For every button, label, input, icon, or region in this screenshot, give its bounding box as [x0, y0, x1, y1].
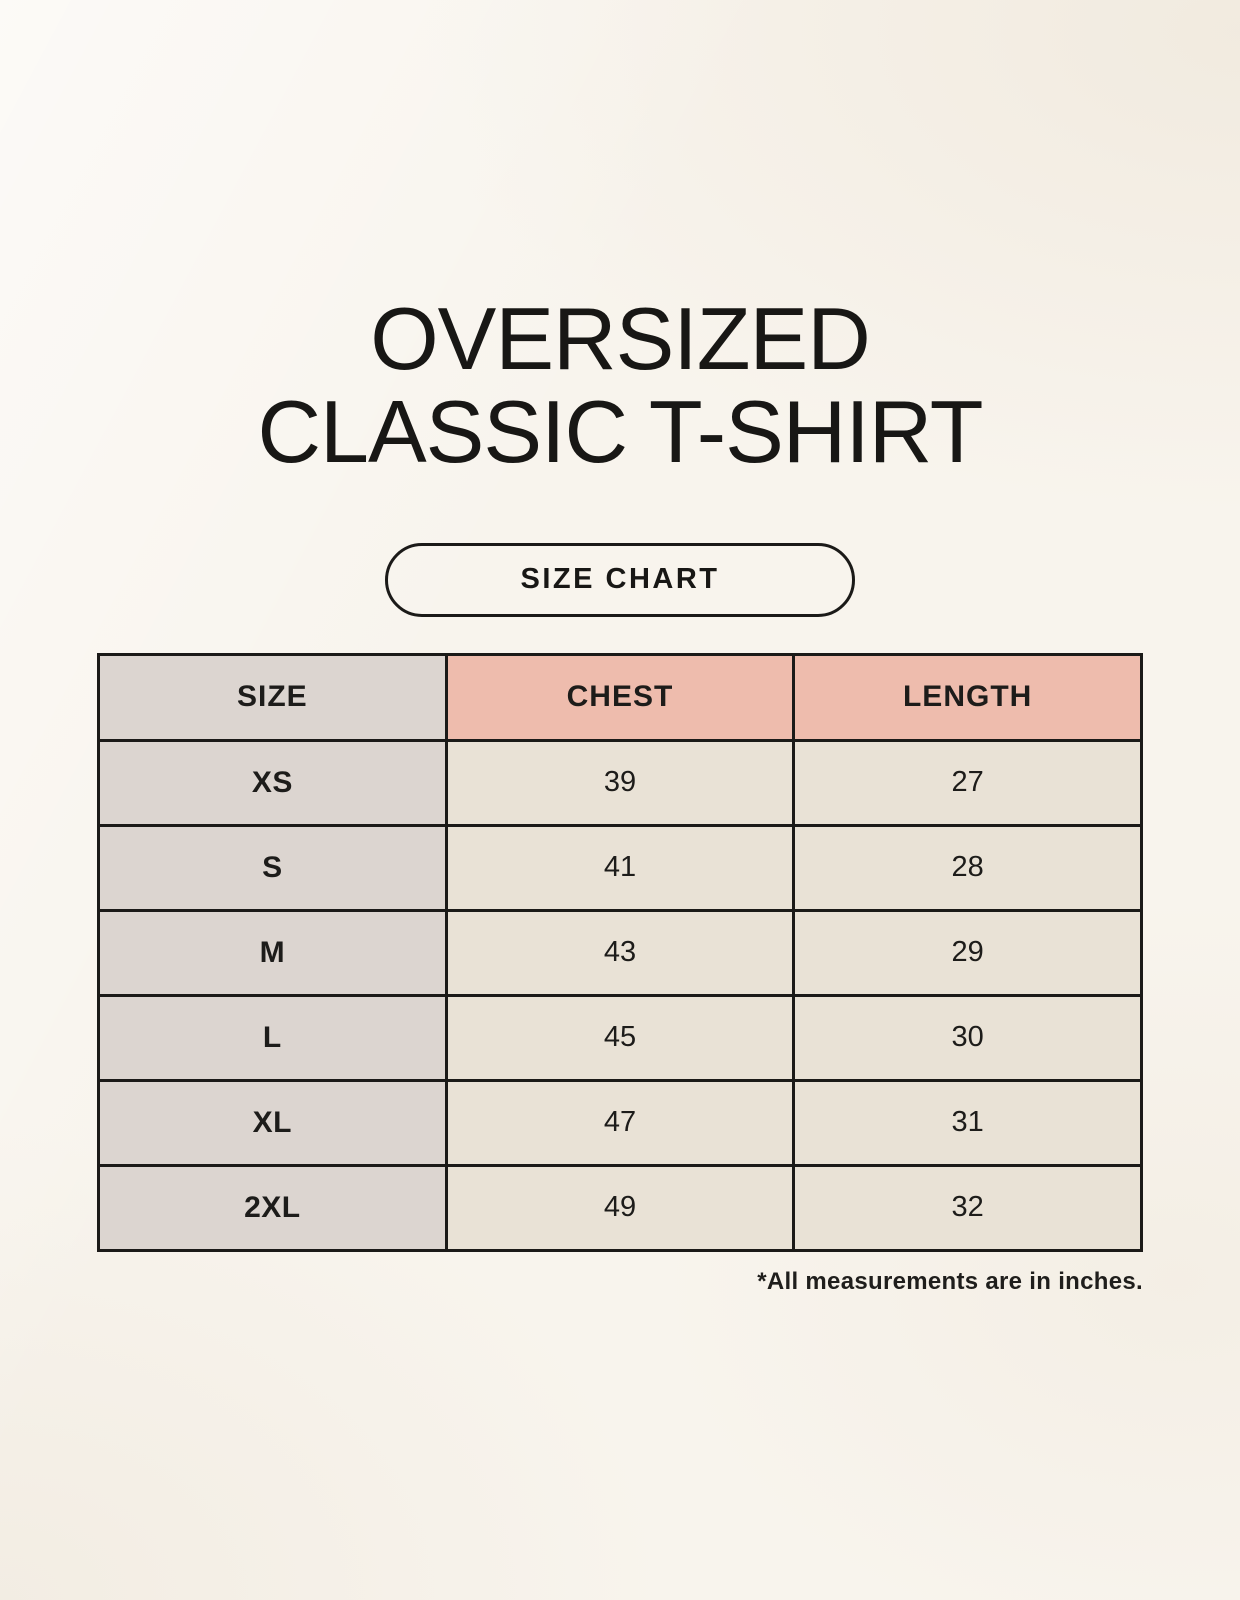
length-cell: 30 [792, 993, 1143, 1082]
chest-cell: 39 [444, 738, 796, 827]
chest-cell: 49 [444, 1163, 796, 1252]
size-cell: XL [97, 1078, 448, 1167]
size-cell: L [97, 993, 448, 1082]
chest-cell: 43 [444, 908, 796, 997]
length-cell: 27 [792, 738, 1143, 827]
table-header-row: SIZE CHEST LENGTH [97, 652, 1143, 742]
column-header-size: SIZE [97, 652, 448, 742]
size-cell: M [97, 908, 448, 997]
table-row: XS 39 27 [97, 738, 1143, 827]
size-chart-table: SIZE CHEST LENGTH XS 39 27 S 41 28 M 43 29 L 45 30 X… [97, 652, 1143, 1252]
page-title: OVERSIZED CLASSIC T-SHIRT [0, 292, 1240, 479]
page-title-line-1: OVERSIZED [370, 289, 871, 388]
table-row: 2XL 49 32 [97, 1163, 1143, 1252]
chest-cell: 45 [444, 993, 796, 1082]
length-cell: 32 [792, 1163, 1143, 1252]
table-row: M 43 29 [97, 908, 1143, 997]
size-chart-badge: SIZE CHART [385, 542, 855, 617]
column-header-chest: CHEST [444, 652, 796, 742]
chest-cell: 47 [444, 1078, 796, 1167]
measurements-footnote: *All measurements are in inches. [757, 1267, 1143, 1295]
size-cell: 2XL [97, 1163, 448, 1252]
size-chart-badge-label: SIZE CHART [520, 563, 720, 596]
page-title-line-2: CLASSIC T-SHIRT [257, 382, 983, 482]
length-cell: 31 [792, 1078, 1143, 1167]
length-cell: 29 [792, 908, 1143, 997]
size-cell: XS [97, 738, 448, 827]
chest-cell: 41 [444, 823, 796, 912]
table-row: XL 47 31 [97, 1078, 1143, 1167]
table-body: XS 39 27 S 41 28 M 43 29 L 45 30 XL 47 31 2XL 49 32 [97, 738, 1143, 1252]
column-header-length: LENGTH [792, 652, 1143, 742]
table-row: L 45 30 [97, 993, 1143, 1082]
table-row: S 41 28 [97, 823, 1143, 912]
size-chart-table-container: SIZE CHEST LENGTH XS 39 27 S 41 28 M 43 29 L 45 30 X… [97, 652, 1143, 1252]
length-cell: 28 [792, 823, 1143, 912]
size-cell: S [97, 823, 448, 912]
